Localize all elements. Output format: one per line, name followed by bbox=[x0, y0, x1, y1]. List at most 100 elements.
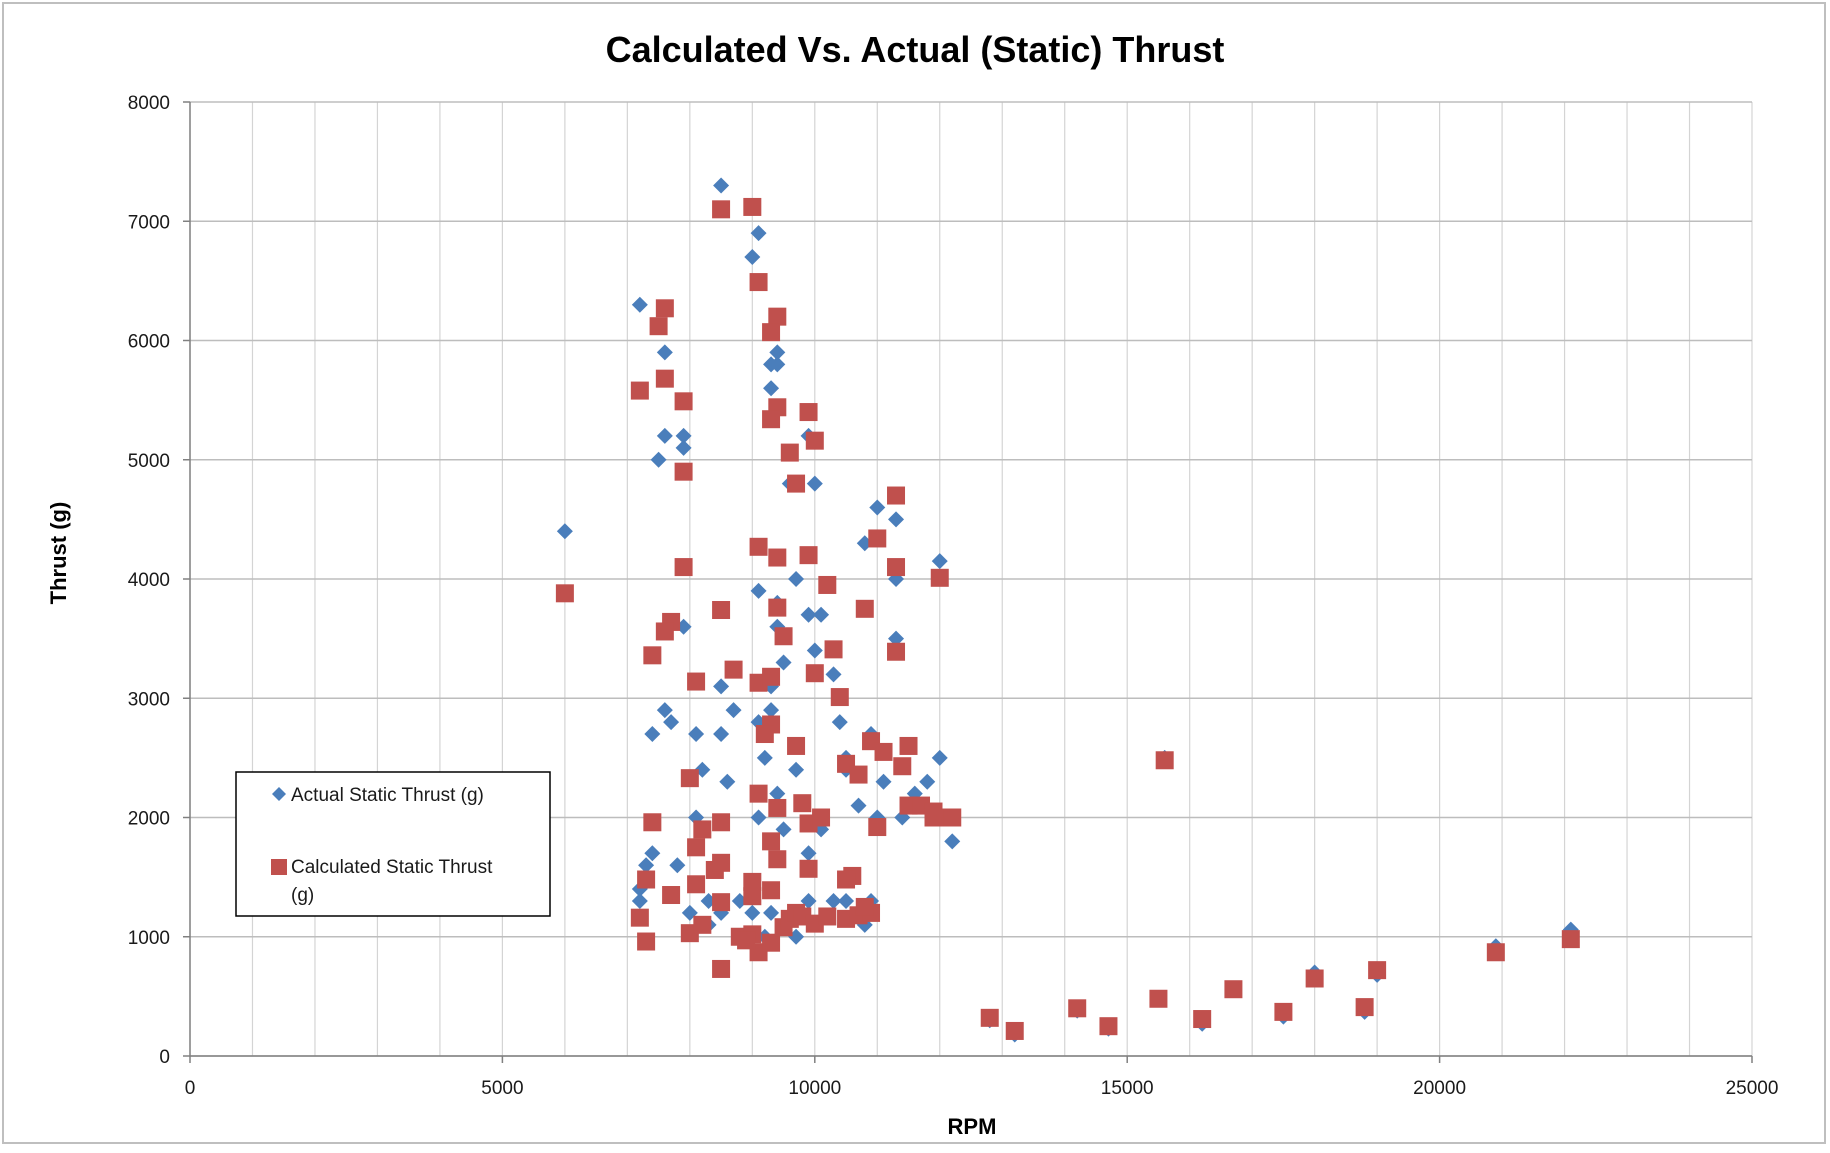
data-point-actual bbox=[663, 714, 680, 731]
data-point-calculated bbox=[762, 881, 781, 900]
data-point-calculated bbox=[749, 537, 768, 556]
data-point-actual bbox=[656, 427, 673, 444]
data-point-calculated bbox=[693, 820, 712, 839]
data-point-actual bbox=[763, 380, 780, 397]
data-point-calculated bbox=[830, 688, 849, 707]
data-point-calculated bbox=[780, 443, 799, 462]
data-point-calculated bbox=[818, 575, 837, 594]
data-point-calculated bbox=[943, 808, 962, 827]
data-point-actual bbox=[931, 553, 948, 570]
x-tick-label: 15000 bbox=[1101, 1078, 1154, 1099]
data-point-calculated bbox=[655, 622, 674, 641]
data-point-actual bbox=[725, 702, 742, 719]
legend-marker-actual bbox=[272, 787, 286, 801]
chart-title: Calculated Vs. Actual (Static) Thrust bbox=[606, 29, 1225, 70]
data-point-calculated bbox=[762, 667, 781, 686]
x-tick-label: 10000 bbox=[788, 1078, 841, 1099]
data-point-actual bbox=[769, 785, 786, 802]
data-point-calculated bbox=[649, 317, 668, 336]
data-point-actual bbox=[675, 439, 692, 456]
data-point-calculated bbox=[762, 323, 781, 342]
data-point-calculated bbox=[687, 672, 706, 691]
y-tick-label: 6000 bbox=[128, 332, 170, 353]
data-point-calculated bbox=[824, 640, 843, 659]
data-point-actual bbox=[556, 523, 573, 540]
data-point-actual bbox=[713, 177, 730, 194]
y-tick-label: 4000 bbox=[128, 570, 170, 591]
x-axis-label: RPM bbox=[948, 1114, 997, 1139]
data-point-calculated bbox=[1155, 751, 1174, 770]
data-point-actual bbox=[644, 845, 661, 862]
data-point-calculated bbox=[743, 872, 762, 891]
data-point-calculated bbox=[637, 870, 656, 889]
data-point-calculated bbox=[674, 558, 693, 577]
data-point-actual bbox=[763, 904, 780, 921]
data-point-actual bbox=[931, 749, 948, 766]
y-tick-label: 5000 bbox=[128, 451, 170, 472]
data-point-calculated bbox=[630, 381, 649, 400]
data-point-calculated bbox=[637, 932, 656, 951]
data-point-calculated bbox=[737, 931, 756, 950]
data-point-calculated bbox=[805, 664, 824, 683]
data-point-actual bbox=[750, 809, 767, 826]
data-point-calculated bbox=[712, 959, 731, 978]
data-point-actual bbox=[750, 225, 767, 242]
data-point-actual bbox=[750, 582, 767, 599]
data-point-calculated bbox=[812, 808, 831, 827]
data-point-calculated bbox=[1005, 1021, 1024, 1040]
data-point-calculated bbox=[837, 870, 856, 889]
x-tick-label: 0 bbox=[185, 1078, 196, 1099]
data-point-calculated bbox=[755, 725, 774, 744]
data-point-actual bbox=[831, 714, 848, 731]
data-point-calculated bbox=[712, 200, 731, 219]
data-point-actual bbox=[800, 845, 817, 862]
data-point-calculated bbox=[712, 853, 731, 872]
data-point-calculated bbox=[930, 568, 949, 587]
data-point-calculated bbox=[630, 908, 649, 927]
data-point-calculated bbox=[687, 838, 706, 857]
y-tick-label: 3000 bbox=[128, 689, 170, 710]
data-point-calculated bbox=[674, 462, 693, 481]
data-point-calculated bbox=[1224, 980, 1243, 999]
data-point-calculated bbox=[1068, 999, 1087, 1018]
data-point-actual bbox=[631, 296, 648, 313]
data-point-calculated bbox=[887, 642, 906, 661]
data-point-calculated bbox=[855, 599, 874, 618]
data-point-calculated bbox=[774, 627, 793, 646]
data-point-actual bbox=[813, 606, 830, 623]
data-point-calculated bbox=[899, 736, 918, 755]
data-point-calculated bbox=[749, 273, 768, 292]
data-point-actual bbox=[825, 892, 842, 909]
data-point-actual bbox=[763, 702, 780, 719]
y-tick-label: 7000 bbox=[128, 212, 170, 233]
y-tick-label: 8000 bbox=[128, 93, 170, 114]
data-point-actual bbox=[756, 749, 773, 766]
data-point-calculated bbox=[768, 598, 787, 617]
data-point-calculated bbox=[1368, 961, 1387, 980]
data-point-actual bbox=[631, 892, 648, 909]
data-point-calculated bbox=[818, 907, 837, 926]
y-tick-labels: 0 1000 2000 3000 4000 5000 6000 7000 8000 bbox=[128, 93, 190, 1068]
data-point-actual bbox=[888, 630, 905, 647]
data-point-calculated bbox=[874, 742, 893, 761]
data-point-calculated bbox=[849, 765, 868, 784]
data-point-actual bbox=[769, 344, 786, 361]
data-point-calculated bbox=[868, 818, 887, 837]
x-tick-label: 25000 bbox=[1726, 1078, 1779, 1099]
data-point-calculated bbox=[893, 757, 912, 776]
legend-label-calculated-line1: Calculated Static Thrust bbox=[291, 857, 493, 878]
data-point-calculated bbox=[1305, 969, 1324, 988]
data-point-actual bbox=[919, 773, 936, 790]
legend: Actual Static Thrust (g) Calculated Stat… bbox=[235, 771, 551, 917]
y-axis-label: Thrust (g) bbox=[46, 502, 71, 605]
series-calculated-static-thrust bbox=[555, 197, 1580, 1040]
data-point-calculated bbox=[662, 886, 681, 905]
data-point-calculated bbox=[712, 893, 731, 912]
data-point-actual bbox=[650, 451, 667, 468]
data-point-calculated bbox=[693, 915, 712, 934]
data-point-calculated bbox=[787, 736, 806, 755]
data-point-calculated bbox=[1486, 943, 1505, 962]
data-point-calculated bbox=[680, 769, 699, 788]
